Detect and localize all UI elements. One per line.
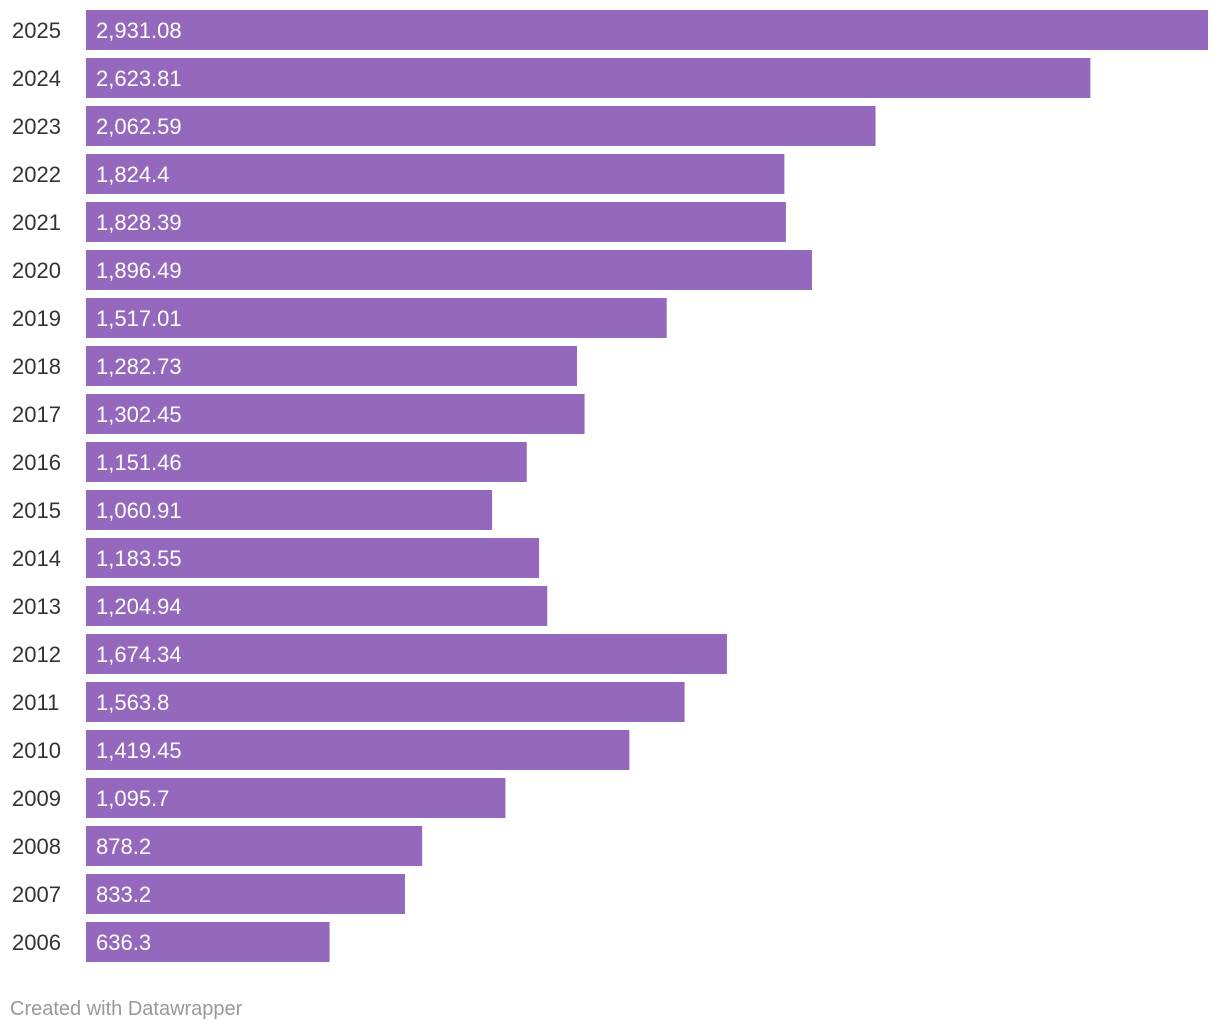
category-label: 2023 bbox=[12, 114, 61, 139]
category-label: 2024 bbox=[12, 66, 61, 91]
value-label: 1,151.46 bbox=[96, 450, 182, 475]
category-label: 2006 bbox=[12, 930, 61, 955]
footer-credit[interactable]: Created with Datawrapper bbox=[10, 998, 243, 1020]
value-label: 2,062.59 bbox=[96, 114, 182, 139]
bar bbox=[86, 730, 630, 770]
value-label: 1,183.55 bbox=[96, 546, 182, 571]
value-label: 2,623.81 bbox=[96, 66, 182, 91]
value-label: 2,931.08 bbox=[96, 18, 182, 43]
category-label: 2020 bbox=[12, 258, 61, 283]
category-label: 2014 bbox=[12, 546, 61, 571]
category-label: 2013 bbox=[12, 594, 61, 619]
value-label: 636.3 bbox=[96, 930, 151, 955]
value-label: 1,896.49 bbox=[96, 258, 182, 283]
category-label: 2008 bbox=[12, 834, 61, 859]
category-label: 2017 bbox=[12, 402, 61, 427]
bar bbox=[86, 874, 405, 914]
category-label: 2022 bbox=[12, 162, 61, 187]
category-label: 2010 bbox=[12, 738, 61, 763]
value-label: 1,095.7 bbox=[96, 786, 169, 811]
value-label: 878.2 bbox=[96, 834, 151, 859]
bar bbox=[86, 346, 578, 386]
value-label: 1,828.39 bbox=[96, 210, 182, 235]
value-label: 1,824.4 bbox=[96, 162, 169, 187]
category-label: 2019 bbox=[12, 306, 61, 331]
value-label: 1,517.01 bbox=[96, 306, 182, 331]
bar bbox=[86, 10, 1208, 50]
category-label: 2007 bbox=[12, 882, 61, 907]
bar bbox=[86, 538, 540, 578]
category-label: 2012 bbox=[12, 642, 61, 667]
value-label: 1,419.45 bbox=[96, 738, 182, 763]
bar bbox=[86, 922, 330, 962]
bar bbox=[86, 58, 1091, 98]
bar bbox=[86, 298, 667, 338]
bar bbox=[86, 250, 812, 290]
bar bbox=[86, 154, 785, 194]
value-label: 1,204.94 bbox=[96, 594, 182, 619]
bar bbox=[86, 586, 548, 626]
bar bbox=[86, 826, 423, 866]
value-label: 1,282.73 bbox=[96, 354, 182, 379]
value-label: 833.2 bbox=[96, 882, 151, 907]
category-label: 2011 bbox=[12, 690, 59, 715]
bar bbox=[86, 202, 786, 242]
category-label: 2009 bbox=[12, 786, 61, 811]
bar bbox=[86, 778, 506, 818]
bar bbox=[86, 490, 493, 530]
value-label: 1,060.91 bbox=[96, 498, 182, 523]
bar-chart: 2025 2,931.08 2024 2,623.81 2023 2,062.59 2022… bbox=[12, 10, 1208, 962]
value-label: 1,563.8 bbox=[96, 690, 169, 715]
category-label: 2016 bbox=[12, 450, 61, 475]
category-label: 2025 bbox=[12, 18, 61, 43]
bar bbox=[86, 106, 876, 146]
category-label: 2021 bbox=[12, 210, 61, 235]
category-label: 2015 bbox=[12, 498, 61, 523]
bar bbox=[86, 442, 527, 482]
bar bbox=[86, 394, 585, 434]
bar bbox=[86, 682, 685, 722]
value-label: 1,302.45 bbox=[96, 402, 182, 427]
category-label: 2018 bbox=[12, 354, 61, 379]
value-label: 1,674.34 bbox=[96, 642, 182, 667]
bars-group: 2025 2,931.08 2024 2,623.81 2023 2,062.59 2022… bbox=[12, 10, 1208, 962]
bar bbox=[86, 634, 727, 674]
